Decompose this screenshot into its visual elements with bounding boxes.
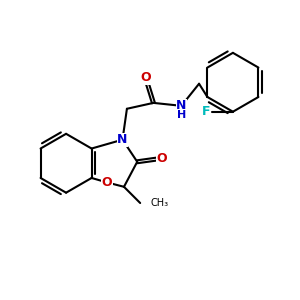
Text: O: O [141,71,152,84]
Text: CH₃: CH₃ [151,198,169,208]
Text: O: O [157,152,167,165]
Text: O: O [102,176,112,189]
Text: N: N [117,133,128,146]
Text: F: F [202,105,211,118]
Text: N: N [176,99,187,112]
Text: H: H [177,110,186,120]
